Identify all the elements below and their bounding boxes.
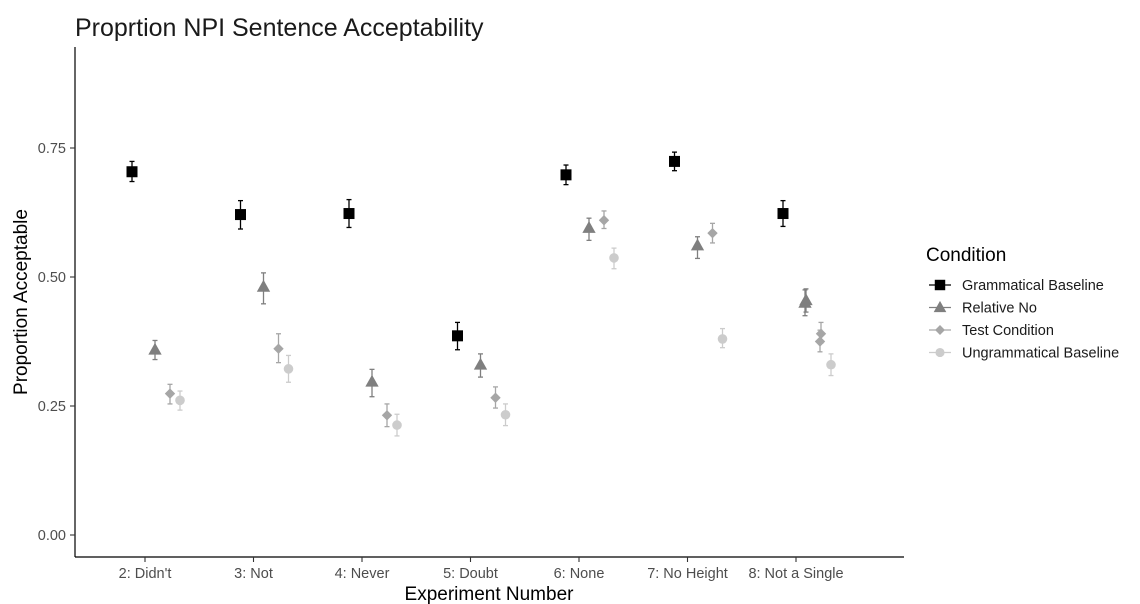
x-tick-label: 4: Never [335, 566, 390, 582]
data-point [690, 238, 705, 251]
x-tick-label: 5: Doubt [443, 566, 498, 582]
data-point [164, 388, 176, 399]
legend-label: Test Condition [962, 323, 1054, 339]
legend-items: Grammatical Baseline Relative No Test Cond… [929, 278, 1119, 362]
x-axis-ticks: 2: Didn't 3: Not 4: Never 5: Doubt 6: None 7:… [119, 557, 844, 582]
data-point [235, 209, 246, 221]
data-point [148, 342, 162, 355]
data-point [490, 392, 501, 403]
data-point [343, 208, 355, 220]
y-tick-label: 0.50 [38, 270, 66, 286]
legend-key-circle [935, 347, 945, 358]
data-point [283, 364, 294, 374]
plot-area: 0.00 0.25 0.50 0.75 2: Didn't 3: Not 4: Never… [38, 47, 904, 582]
y-tick-label: 0.75 [38, 141, 66, 157]
data-point [814, 336, 826, 347]
x-tick-label: 8: Not a Single [748, 566, 843, 582]
data-point [826, 359, 836, 370]
y-axis-ticks: 0.00 0.25 0.50 0.75 [38, 141, 75, 544]
legend-label: Relative No [962, 301, 1037, 317]
data-point [598, 215, 610, 226]
y-axis-title: Proportion Acceptable [11, 209, 32, 395]
legend-key-triangle [933, 300, 947, 313]
data-point [609, 253, 619, 263]
data-points [126, 155, 836, 430]
x-tick-label: 7: No Height [647, 566, 728, 582]
legend-item: Grammatical Baseline [929, 278, 1104, 294]
data-point [126, 166, 138, 178]
legend-key-square [934, 279, 946, 291]
legend-title: Condition [926, 245, 1006, 266]
data-point [452, 330, 463, 342]
data-point [365, 374, 379, 387]
data-point [273, 343, 284, 354]
data-point [560, 169, 572, 181]
error-bars [129, 151, 834, 437]
data-point [815, 328, 827, 339]
data-point [256, 279, 271, 292]
legend-item: Test Condition [929, 323, 1054, 339]
data-point [392, 420, 402, 430]
data-point [381, 410, 393, 421]
data-point [175, 395, 185, 406]
data-point [669, 155, 680, 167]
legend-key-diamond [935, 325, 945, 335]
data-point [717, 334, 728, 344]
x-tick-label: 2: Didn't [119, 566, 172, 582]
x-tick-label: 3: Not [234, 566, 273, 582]
data-point [500, 409, 511, 420]
legend-item: Ungrammatical Baseline [929, 346, 1119, 362]
chart-title: Proprtion NPI Sentence Acceptability [75, 14, 484, 42]
data-point [582, 220, 596, 233]
data-point [798, 295, 812, 308]
x-tick-label: 6: None [554, 566, 605, 582]
data-point [707, 227, 718, 239]
x-axis-title: Experiment Number [405, 584, 575, 604]
legend: Condition Grammatical Baseline Relative N… [926, 245, 1119, 362]
y-tick-label: 0.00 [38, 528, 66, 544]
y-tick-label: 0.25 [38, 399, 66, 415]
legend-item: Relative No [929, 301, 1037, 317]
data-point [777, 208, 789, 220]
legend-label: Ungrammatical Baseline [962, 346, 1119, 362]
data-point [473, 357, 488, 370]
legend-label: Grammatical Baseline [962, 278, 1104, 294]
